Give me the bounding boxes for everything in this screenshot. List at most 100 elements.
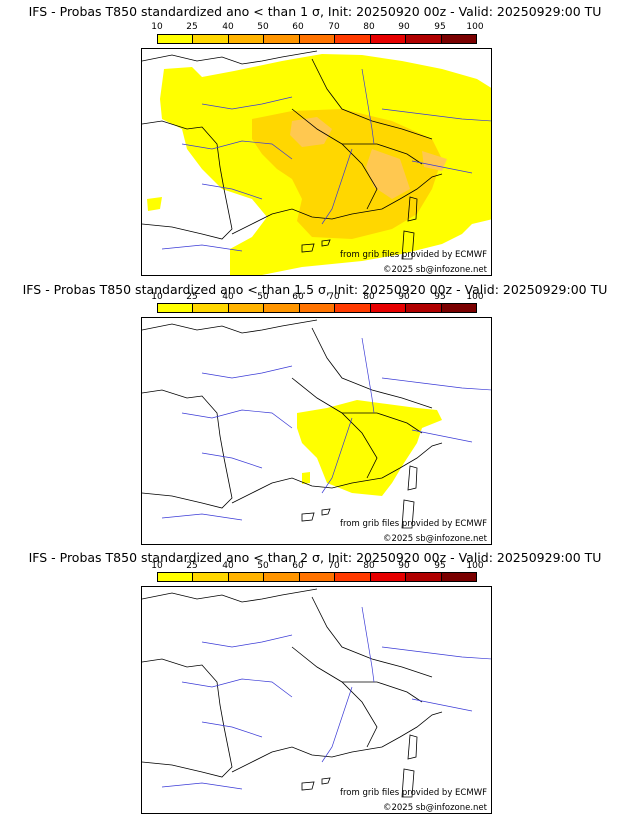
probability-area-10	[297, 400, 442, 496]
corsica	[407, 465, 418, 491]
border-switzerland	[342, 681, 423, 703]
tick: 60	[292, 561, 304, 571]
river-danube	[381, 646, 491, 660]
panel-3-coastlines	[142, 588, 443, 798]
panel-2-colorbar-ticks: 10 25 40 50 60 70 80 90 95 100	[0, 292, 630, 304]
colorbar-segment	[335, 304, 371, 312]
panel-2-map-svg	[142, 319, 491, 529]
border-switzerland	[342, 412, 423, 434]
balearic-2	[321, 239, 331, 247]
colorbar-segment	[264, 573, 300, 581]
panel-3-colorbar	[157, 572, 477, 582]
probability-area-40	[366, 149, 410, 199]
river-danube	[381, 377, 491, 391]
panel-1-rivers	[161, 68, 491, 252]
colorbar-segment	[335, 573, 371, 581]
tick: 10	[151, 22, 163, 32]
tick: 25	[186, 22, 198, 32]
colorbar-segment	[370, 304, 407, 312]
colorbar-segment	[406, 35, 442, 43]
border-france	[291, 108, 378, 210]
sardinia	[401, 499, 415, 529]
tick: 90	[398, 561, 410, 571]
river-rhine	[361, 606, 375, 683]
panel-2-source-credit: from grib files provided by ECMWF	[340, 519, 487, 529]
border-switzerland	[342, 143, 423, 165]
panel-1-title: IFS - Probas T850 standardized ano < tha…	[28, 4, 602, 19]
river-danube	[381, 108, 491, 122]
panel-2-colorbar	[157, 303, 477, 313]
colorbar-segment	[193, 304, 229, 312]
panel-1-map-svg	[142, 50, 491, 275]
tick: 80	[363, 22, 375, 32]
river-loire	[181, 140, 293, 160]
river-po	[411, 429, 473, 443]
panel-1-map: from grib files provided by ECMWF ©2025 …	[141, 48, 492, 276]
tick: 70	[328, 22, 340, 32]
tick: 70	[328, 561, 340, 571]
tick: 95	[434, 292, 446, 302]
colorbar-segment	[158, 573, 194, 581]
colorbar-segment	[228, 304, 265, 312]
colorbar-segment	[335, 35, 371, 43]
tick: 90	[398, 292, 410, 302]
panel-3-map-svg	[142, 588, 491, 798]
balearic-2	[321, 508, 331, 516]
sardinia	[401, 230, 415, 260]
corsica	[407, 196, 418, 222]
tick: 80	[363, 292, 375, 302]
panel-2-copyright: ©2025 sb@infozone.net	[382, 534, 487, 544]
river-garonne	[201, 183, 263, 200]
panel-1-source-credit: from grib files provided by ECMWF	[340, 250, 487, 260]
panel-2-map: from grib files provided by ECMWF ©2025 …	[141, 317, 492, 545]
tick: 60	[292, 292, 304, 302]
tick: 40	[222, 292, 234, 302]
balearic-1	[301, 781, 315, 791]
coastline-mediterranean	[231, 442, 443, 504]
panel-3-title: IFS - Probas T850 standardized ano < tha…	[28, 550, 602, 565]
colorbar-segment	[264, 304, 300, 312]
tick: 100	[466, 561, 484, 571]
river-garonne	[201, 721, 263, 738]
river-ebro	[161, 782, 243, 790]
panel-3-copyright: ©2025 sb@infozone.net	[382, 803, 487, 813]
probability-area-10	[164, 77, 184, 104]
river-po	[411, 698, 473, 712]
panel-3-colorbar-ticks: 10 25 40 50 60 70 80 90 95 100	[0, 561, 630, 573]
coastline-uk	[142, 319, 318, 334]
panel-1-colorbar-ticks: 10 25 40 50 60 70 80 90 95 100	[0, 22, 630, 34]
coastline-mediterranean	[231, 173, 443, 235]
corsica	[407, 734, 418, 760]
coastline-atlantic	[142, 389, 233, 509]
panel-2-coastlines	[142, 319, 443, 529]
panel-3-map: from grib files provided by ECMWF ©2025 …	[141, 586, 492, 814]
balearic-2	[321, 777, 331, 785]
tick: 70	[328, 292, 340, 302]
probability-area-10	[147, 197, 162, 211]
tick: 80	[363, 561, 375, 571]
colorbar-segment	[441, 573, 476, 581]
tick: 25	[186, 292, 198, 302]
tick: 10	[151, 561, 163, 571]
colorbar-segment	[158, 304, 194, 312]
tick: 100	[466, 22, 484, 32]
coastline-uk	[142, 588, 318, 603]
panel-2-title: IFS - Probas T850 standardized ano < tha…	[22, 282, 608, 297]
tick: 50	[257, 22, 269, 32]
tick: 25	[186, 561, 198, 571]
river-seine	[201, 634, 293, 648]
panel-2-rivers	[161, 337, 491, 521]
balearic-1	[301, 512, 315, 522]
tick: 95	[434, 22, 446, 32]
river-rhine	[361, 68, 375, 145]
colorbar-segment	[299, 304, 336, 312]
coastline-uk	[142, 50, 318, 65]
river-seine	[201, 96, 293, 110]
border-germany	[311, 58, 433, 140]
river-ebro	[161, 244, 243, 252]
colorbar-segment	[441, 304, 476, 312]
coastline-mediterranean	[231, 711, 443, 773]
river-rhone	[321, 417, 353, 494]
tick: 10	[151, 292, 163, 302]
colorbar-segment	[228, 573, 265, 581]
